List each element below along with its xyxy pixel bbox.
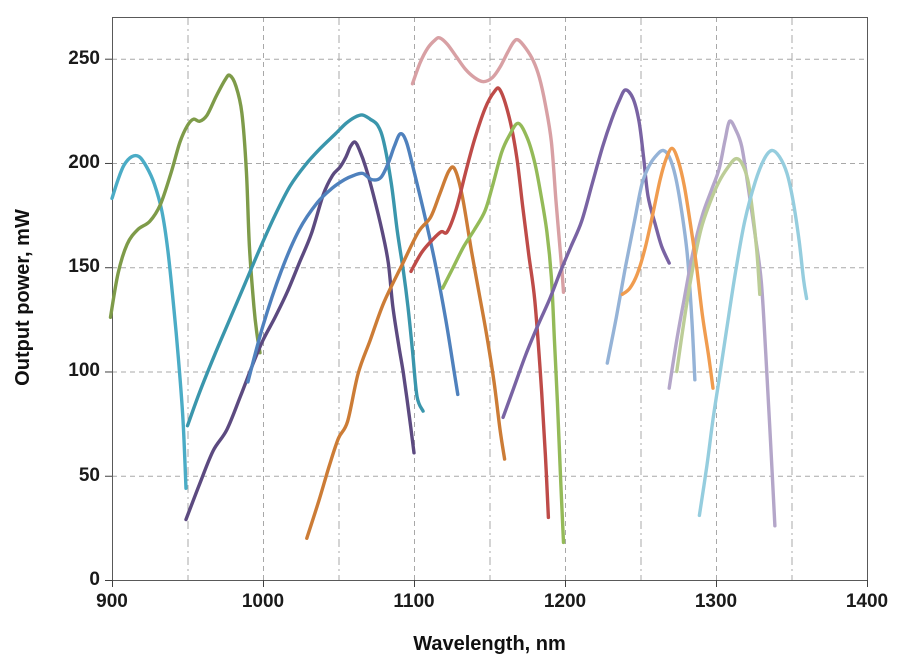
- y-tick-label: 250: [68, 47, 100, 69]
- x-tick-label: 900: [96, 591, 128, 612]
- y-tick-label: 100: [68, 360, 100, 382]
- y-tick-label: 0: [89, 569, 100, 590]
- y-tick-label: 200: [68, 151, 100, 173]
- x-axis-title: Wavelength, nm: [413, 633, 566, 655]
- y-tick-label: 50: [78, 464, 100, 486]
- x-tick-label: 1400: [845, 591, 889, 612]
- y-tick-label: 150: [68, 256, 100, 278]
- x-tick-label: 1300: [694, 591, 738, 612]
- x-tick-label: 1100: [393, 591, 435, 612]
- y-axis-title: Output power, mW: [12, 209, 34, 386]
- x-tick-label: 1000: [241, 591, 285, 612]
- x-tick-label: 1200: [543, 591, 587, 612]
